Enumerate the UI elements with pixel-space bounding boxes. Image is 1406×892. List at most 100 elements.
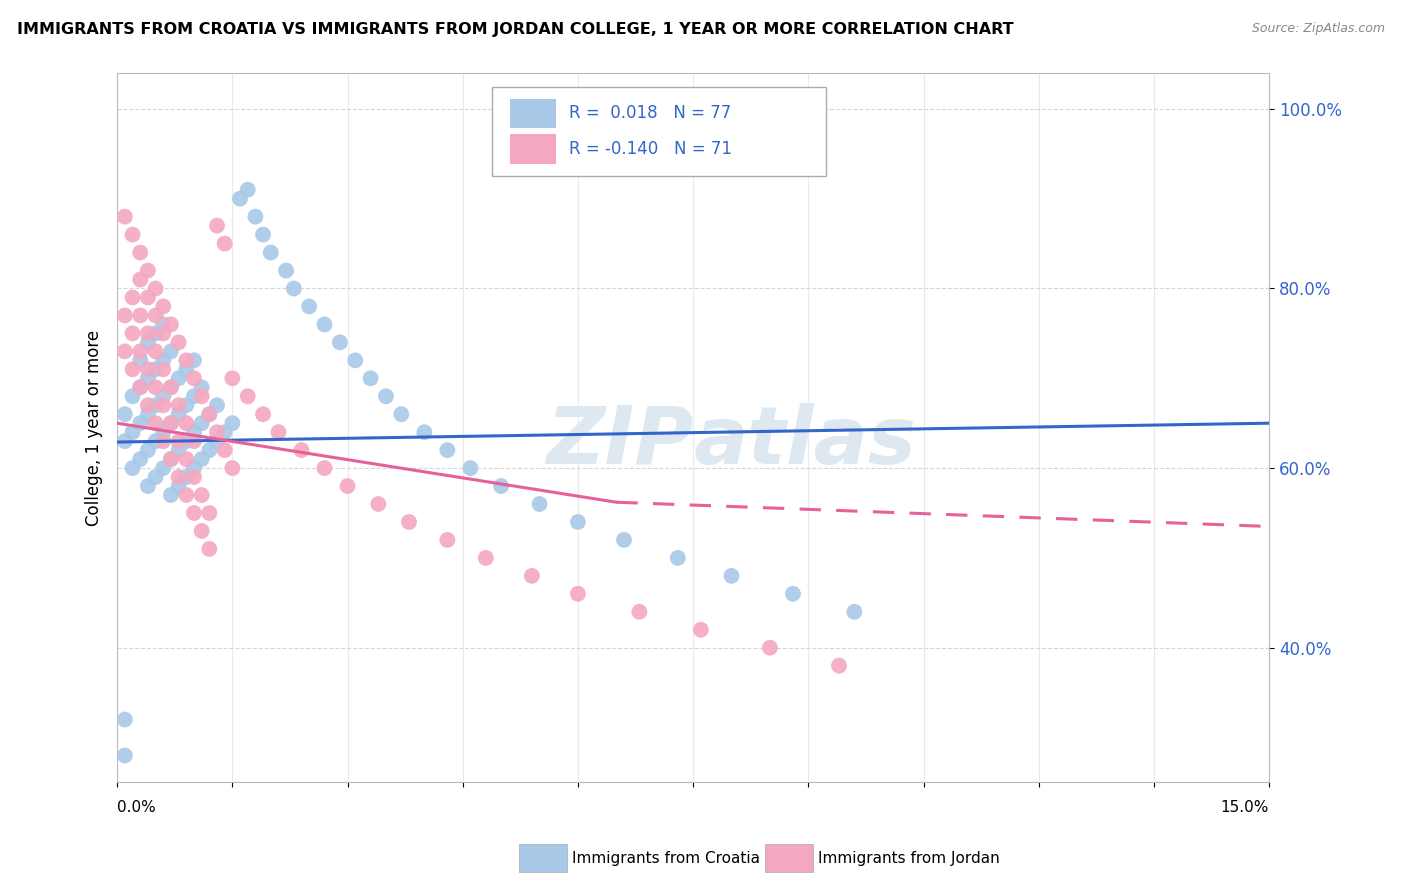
Point — [160, 488, 183, 502]
FancyBboxPatch shape — [510, 134, 555, 164]
Point — [198, 506, 221, 520]
Point — [167, 335, 190, 350]
Point — [129, 353, 152, 368]
Point — [145, 362, 167, 376]
Text: Immigrants from Croatia: Immigrants from Croatia — [572, 851, 761, 865]
Point — [198, 443, 221, 458]
Point — [176, 398, 198, 412]
Point — [221, 371, 243, 385]
Point — [121, 362, 143, 376]
Point — [136, 263, 159, 277]
Point — [267, 425, 290, 440]
Point — [136, 371, 159, 385]
Text: IMMIGRANTS FROM CROATIA VS IMMIGRANTS FROM JORDAN COLLEGE, 1 YEAR OR MORE CORREL: IMMIGRANTS FROM CROATIA VS IMMIGRANTS FR… — [17, 22, 1014, 37]
Point — [375, 389, 398, 403]
Point — [214, 425, 236, 440]
Point — [190, 524, 212, 538]
Point — [136, 335, 159, 350]
Point — [436, 443, 458, 458]
Point — [167, 470, 190, 484]
Point — [136, 443, 159, 458]
Point — [666, 550, 689, 565]
Point — [190, 380, 212, 394]
Point — [145, 309, 167, 323]
Point — [114, 344, 136, 359]
Point — [329, 335, 352, 350]
Point — [114, 434, 136, 449]
Point — [236, 183, 259, 197]
Point — [152, 362, 174, 376]
FancyBboxPatch shape — [510, 98, 555, 128]
Point — [782, 587, 804, 601]
Point — [198, 407, 221, 421]
Point — [205, 398, 228, 412]
Point — [129, 272, 152, 286]
Point — [152, 389, 174, 403]
Point — [152, 326, 174, 341]
Point — [121, 461, 143, 475]
Point — [136, 398, 159, 412]
Point — [114, 210, 136, 224]
Point — [145, 470, 167, 484]
Point — [205, 219, 228, 233]
Point — [336, 479, 359, 493]
Point — [475, 550, 498, 565]
Point — [160, 380, 183, 394]
Text: Immigrants from Jordan: Immigrants from Jordan — [818, 851, 1000, 865]
Point — [121, 290, 143, 304]
Point — [152, 434, 174, 449]
Point — [160, 344, 183, 359]
Point — [205, 425, 228, 440]
Point — [176, 470, 198, 484]
Point — [136, 407, 159, 421]
Point — [176, 452, 198, 467]
Point — [190, 488, 212, 502]
Point — [190, 452, 212, 467]
Text: 15.0%: 15.0% — [1220, 800, 1270, 815]
Text: R = -0.140   N = 71: R = -0.140 N = 71 — [568, 140, 731, 158]
Point — [114, 713, 136, 727]
Point — [198, 407, 221, 421]
Point — [183, 506, 205, 520]
Point — [252, 407, 274, 421]
Point — [229, 192, 252, 206]
Point — [152, 461, 174, 475]
Point — [290, 443, 312, 458]
Point — [214, 236, 236, 251]
Point — [613, 533, 636, 547]
Point — [167, 371, 190, 385]
Point — [176, 362, 198, 376]
Point — [114, 309, 136, 323]
Point — [145, 398, 167, 412]
Point — [436, 533, 458, 547]
Point — [183, 434, 205, 449]
Point — [129, 309, 152, 323]
Point — [160, 452, 183, 467]
Point — [183, 371, 205, 385]
Point — [198, 541, 221, 556]
Point — [152, 318, 174, 332]
Point — [367, 497, 389, 511]
Point — [689, 623, 711, 637]
Point — [160, 416, 183, 430]
Point — [160, 380, 183, 394]
Point — [183, 353, 205, 368]
Point — [129, 380, 152, 394]
Point — [221, 461, 243, 475]
Point — [129, 344, 152, 359]
Point — [114, 748, 136, 763]
Point — [314, 318, 336, 332]
Point — [145, 434, 167, 449]
Point — [145, 380, 167, 394]
Point — [167, 479, 190, 493]
Point — [121, 389, 143, 403]
Point — [344, 353, 367, 368]
Point — [221, 416, 243, 430]
Text: Source: ZipAtlas.com: Source: ZipAtlas.com — [1251, 22, 1385, 36]
Point — [720, 569, 742, 583]
Point — [260, 245, 283, 260]
Point — [167, 398, 190, 412]
Point — [190, 389, 212, 403]
Point — [252, 227, 274, 242]
Point — [136, 362, 159, 376]
